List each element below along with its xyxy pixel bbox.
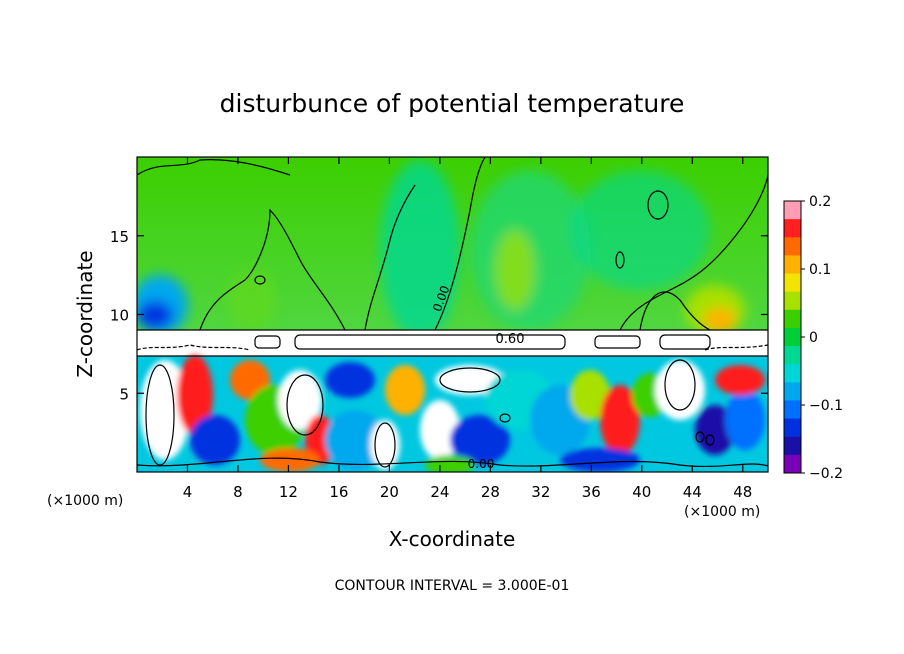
colorbar-swatch xyxy=(784,291,801,311)
heatmap-field: 0.60 0.00 0.00 xyxy=(137,157,768,472)
x-tick-label: 4 xyxy=(183,483,193,501)
colorbar-tick-label: 0 xyxy=(809,330,818,346)
colorbar-swatch xyxy=(784,400,801,420)
y-tick-label: 15 xyxy=(110,228,129,246)
colorbar-tick-label: 0.2 xyxy=(809,194,831,210)
y-tick-label: 10 xyxy=(110,307,129,325)
colorbar-tick-label: −0.2 xyxy=(809,466,843,482)
x-tick-label: 16 xyxy=(329,483,348,501)
colorbar-swatch xyxy=(784,418,801,438)
colorbar-swatch xyxy=(784,327,801,347)
colorbar-swatch xyxy=(784,436,801,456)
y-axis-label: Z-coordinate xyxy=(73,250,97,377)
x-tick-label: 48 xyxy=(733,483,752,501)
x-tick-label: 28 xyxy=(481,483,500,501)
x-tick-label: 8 xyxy=(233,483,243,501)
x-axis-unit: (×1000 m) xyxy=(47,493,123,509)
x-tick-label: 44 xyxy=(683,483,702,501)
x-axis-unit-right: (×1000 m) xyxy=(684,504,760,520)
x-tick-label: 32 xyxy=(531,483,550,501)
x-tick-label: 20 xyxy=(380,483,399,501)
colorbar-tick-label: −0.1 xyxy=(809,398,843,414)
colorbar-swatch xyxy=(784,382,801,401)
colorbar-swatch xyxy=(784,309,801,329)
colorbar-swatch xyxy=(784,454,801,474)
colorbar-swatch xyxy=(784,273,801,293)
colorbar-swatch xyxy=(784,237,801,256)
x-axis-label: X-coordinate xyxy=(389,527,516,551)
colorbar: 0.2 0.1 0 −0.1 −0.2 xyxy=(783,194,843,482)
x-tick-label: 40 xyxy=(632,483,651,501)
contour-label: 0.60 xyxy=(496,332,525,347)
x-axis: 4 8 12 16 20 24 28 32 36 40 44 48 xyxy=(183,157,752,501)
colorbar-swatch xyxy=(784,346,801,365)
colorbar-swatch xyxy=(784,255,801,275)
x-tick-label: 12 xyxy=(279,483,298,501)
chart-title: disturbunce of potential temperature xyxy=(220,89,685,118)
colorbar-swatch xyxy=(784,201,801,220)
contour-interval-note: CONTOUR INTERVAL = 3.000E-01 xyxy=(335,578,570,594)
x-tick-label: 24 xyxy=(430,483,449,501)
y-tick-label: 5 xyxy=(119,385,129,403)
y-axis: 5 10 15 xyxy=(110,228,768,403)
colorbar-tick-label: 0.1 xyxy=(809,262,831,278)
colorbar-swatch xyxy=(784,219,801,238)
colorbar-swatch xyxy=(784,364,801,383)
x-tick-label: 36 xyxy=(582,483,601,501)
contour-label: 0.00 xyxy=(468,457,495,471)
